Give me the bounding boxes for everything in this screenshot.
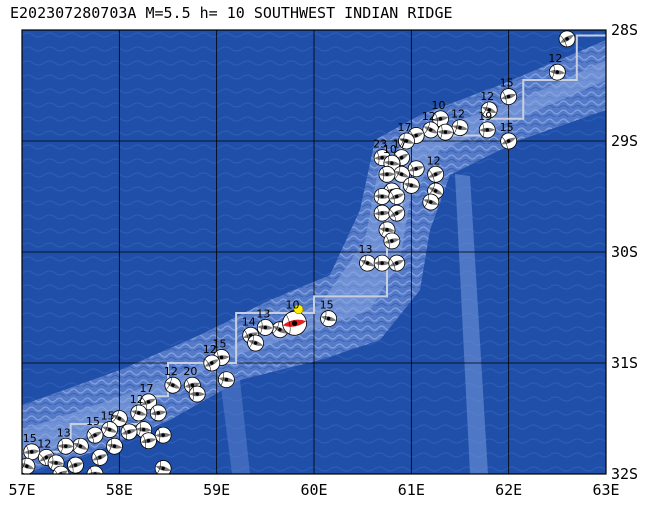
latitude-tick-label: 28S [611, 21, 638, 39]
focal-mechanism [402, 176, 420, 194]
focal-mechanism [427, 165, 445, 183]
latitude-tick-label: 31S [611, 354, 638, 372]
longitude-labels: 57E 58E 59E 60E 61E 62E 63E [8, 481, 619, 499]
focal-mechanism [378, 165, 396, 183]
focal-mechanism [500, 132, 518, 150]
focal-mechanism [398, 132, 415, 150]
longitude-tick-label: 62E [495, 481, 522, 499]
focal-mechanism [140, 432, 157, 450]
focal-mechanism [388, 188, 406, 205]
fracture-zone-2 [220, 380, 250, 474]
latitude-tick-label: 32S [611, 465, 638, 483]
event-depth-label: 10 [383, 143, 397, 156]
focal-mechanism [154, 460, 172, 474]
focal-mechanism [67, 456, 84, 474]
focal-mechanism [106, 437, 123, 455]
event-depth-label: 12 [130, 393, 144, 406]
event-depth-label: 12 [422, 110, 436, 123]
longitude-tick-label: 60E [300, 481, 327, 499]
event-depth-label: 17 [140, 382, 154, 395]
event-depth-label: 15 [500, 77, 514, 90]
map-title: E202307280703A M=5.5 h= 10 SOUTHWEST IND… [10, 4, 453, 22]
focal-mechanism [188, 385, 206, 403]
event-depth-label: 15 [500, 121, 514, 134]
event-depth-label: 12 [37, 437, 51, 450]
main-event: 10 [282, 298, 307, 336]
longitude-tick-label: 63E [592, 481, 619, 499]
event-depth-label: 12 [451, 108, 465, 121]
focal-mechanism [86, 426, 104, 444]
focal-mechanism [548, 63, 566, 81]
focal-mechanism [101, 421, 118, 439]
main-event-mechanism [282, 310, 307, 336]
event-depth-label: 12 [427, 154, 441, 167]
focal-mechanism [373, 254, 391, 272]
longitude-tick-label: 61E [398, 481, 425, 499]
focal-mechanism [383, 232, 401, 250]
event-depth-label: 12 [548, 52, 562, 65]
latitude-tick-label: 29S [611, 132, 638, 150]
focal-mechanism [432, 110, 449, 128]
event-depth-label: 15 [320, 299, 334, 312]
event-depth-label: 12 [480, 90, 494, 103]
focal-mechanism [436, 123, 454, 141]
longitude-tick-label: 58E [106, 481, 133, 499]
event-depth-label: 12 [203, 343, 217, 356]
fracture-zone [455, 174, 488, 474]
focal-mechanism [478, 121, 496, 139]
focal-mechanism [57, 437, 75, 455]
event-depth-label: 15 [101, 410, 115, 423]
focal-mechanism [373, 204, 391, 222]
epicenter-marker [293, 304, 304, 315]
focal-mechanism [359, 254, 376, 272]
main-event-depth-label: 10 [286, 298, 300, 311]
focal-mechanism [451, 119, 469, 137]
event-depth-label: 23 [373, 138, 387, 151]
focal-mechanism [52, 465, 70, 474]
longitude-tick-label: 59E [203, 481, 230, 499]
focal-mechanism [422, 193, 440, 211]
event-depth-label: 17 [393, 138, 407, 151]
event-depth-label: 17 [397, 121, 411, 134]
event-depth-label: 14 [242, 315, 256, 328]
focal-mechanism [480, 101, 498, 119]
focal-mechanism [149, 404, 167, 422]
focal-mechanism [120, 423, 138, 441]
event-depth-label: 14 [558, 19, 572, 32]
focal-mechanism [558, 30, 576, 48]
event-depth-label: 15 [23, 432, 37, 445]
focal-mechanism [164, 376, 182, 394]
event-depth-label: 13 [57, 426, 71, 439]
longitude-tick-label: 57E [8, 481, 35, 499]
event-depth-label: 13 [359, 243, 373, 256]
event-depth-label: 20 [183, 365, 197, 378]
focal-mechanism [320, 310, 338, 328]
focal-mechanism [130, 404, 148, 422]
latitude-labels: 28S 29S 30S 31S 32S [611, 21, 638, 483]
focal-mechanism [203, 354, 221, 372]
focal-mechanism [393, 165, 411, 183]
ridge-relief-high [22, 60, 606, 460]
event-depth-label: 12 [164, 365, 178, 378]
event-depth-label: 13 [256, 307, 270, 320]
event-depth-label: 19 [478, 110, 492, 123]
focal-mechanism [388, 254, 406, 272]
focal-mechanism [500, 88, 518, 105]
focal-mechanism [91, 448, 109, 466]
focal-mechanism [217, 371, 235, 389]
focal-mechanism [23, 443, 41, 461]
focal-mechanism [110, 410, 128, 427]
focal-mechanism [256, 319, 274, 336]
focal-mechanism [154, 426, 172, 444]
event-depth-label: 15 [86, 415, 100, 428]
map-frame [21, 29, 607, 475]
focal-mechanism [247, 334, 265, 352]
event-depth-label: 10 [432, 99, 446, 112]
latitude-tick-label: 30S [611, 243, 638, 261]
event-depth-label: 15 [213, 337, 227, 350]
focal-mechanism [388, 204, 406, 222]
